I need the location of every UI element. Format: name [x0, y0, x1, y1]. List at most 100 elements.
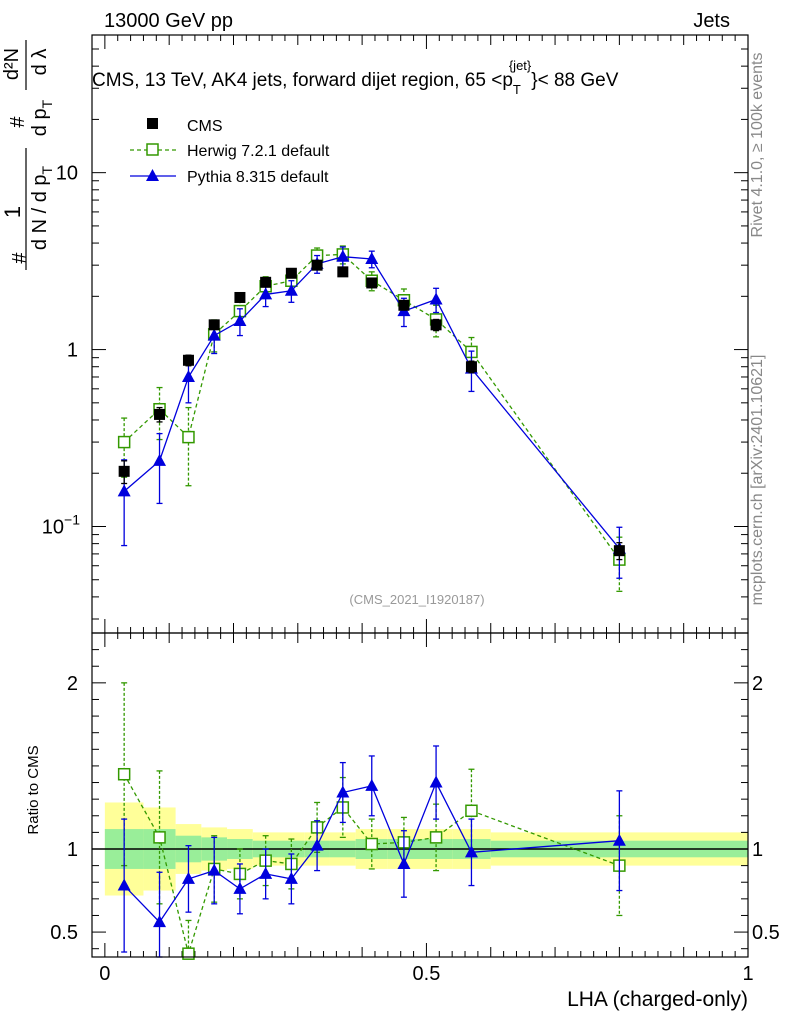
- cms-point: [465, 361, 477, 373]
- legend-marker-herwig: [146, 143, 159, 156]
- ratio-pythia-point: [310, 838, 324, 851]
- ratio-herwig-point: [429, 831, 443, 844]
- ratio-ylabel: Ratio to CMS: [25, 745, 42, 834]
- cms-point: [337, 266, 349, 278]
- header-right: Jets: [693, 10, 730, 32]
- ratio-herwig-point: [153, 831, 166, 844]
- ratio-pythia-point: [233, 881, 247, 894]
- cms-point: [118, 465, 130, 477]
- chart-title-prefix: CMS, 13 TeV, AK4 jets, forward dijet reg…: [92, 70, 513, 91]
- ratio-pythia-point: [181, 871, 195, 884]
- cms-point: [260, 276, 272, 288]
- ratio-xtick-label: 0: [99, 963, 110, 985]
- cms-point: [285, 267, 297, 279]
- pythia-point: [153, 453, 167, 466]
- pythia-point: [259, 287, 273, 300]
- ylabel-rden-sub: T: [39, 99, 55, 108]
- pythia-line: [123, 256, 620, 550]
- ylabel-rden: d pT: [29, 99, 55, 136]
- main-ytick-label-base: 10: [42, 516, 64, 538]
- ratio-pythia-point: [397, 856, 411, 869]
- ylabel-rnum: d²N: [1, 48, 23, 80]
- cms-point: [366, 277, 378, 289]
- cms-point: [234, 291, 246, 303]
- main-ylabel: # 1 d N / d pT # d²N d pT d λ: [0, 40, 55, 270]
- pythia-point: [233, 314, 247, 327]
- main-ytick-label: 10: [56, 163, 78, 185]
- herwig-line: [123, 253, 620, 560]
- ratio-pythia-point: [336, 785, 350, 798]
- main-ytick-label: 1: [67, 340, 78, 362]
- main-ytick-label: 10−1: [42, 511, 80, 538]
- ratio-herwig-point: [117, 767, 131, 781]
- main-ytick-label-exp: −1: [64, 511, 80, 527]
- ratio-ytick-label-right: 0.5: [752, 922, 780, 944]
- xlabel: LHA (charged-only): [567, 988, 748, 1011]
- legend-label-herwig: Herwig 7.2.1 default: [187, 143, 330, 160]
- cms-point: [398, 299, 410, 311]
- main-ytick-label-base: 10: [56, 163, 78, 185]
- herwig-point: [117, 435, 131, 449]
- legend: CMS Herwig 7.2.1 default Pythia 8.315 de…: [130, 118, 330, 186]
- ylabel-den-text: d N / d p: [29, 174, 51, 250]
- pythia-point: [207, 328, 221, 341]
- ylabel-den: d N / d pT: [29, 165, 55, 250]
- ratio-herwig-point: [182, 947, 195, 960]
- ratio-pythia-point: [464, 845, 478, 858]
- pythia-point: [284, 283, 298, 296]
- legend-label-cms: CMS: [187, 118, 223, 135]
- cms-point: [613, 545, 625, 557]
- ratio-ytick-label: 1: [67, 839, 78, 861]
- legend-marker-cms: [147, 118, 158, 129]
- ylabel-rden-text: d p: [29, 108, 51, 136]
- main-ytick-label-base: 1: [67, 340, 78, 362]
- ratio-frame: [91, 632, 749, 958]
- chart-title-sup: {jet}: [509, 58, 532, 73]
- ratio-pythia-point: [259, 866, 273, 879]
- pythia-point: [365, 252, 379, 265]
- ratio-ytick-label: 2: [67, 673, 78, 695]
- ratio-pythia-point: [429, 775, 443, 788]
- ylabel-hash-2: #: [7, 116, 29, 128]
- mcplots-label: mcplots.cern.ch [arXiv:2401.10621]: [749, 355, 766, 606]
- cms-point: [430, 319, 442, 331]
- ratio-plot-area: 0.5 0.5 1 1 2 2 0 0.5 1: [50, 632, 780, 985]
- herwig-point: [182, 430, 195, 444]
- pythia-point: [117, 484, 131, 497]
- cms-point: [154, 408, 166, 420]
- ratio-xtick-label: 0.5: [413, 963, 441, 985]
- ratio-xtick-label: 1: [742, 963, 753, 985]
- pythia-point: [336, 249, 350, 262]
- ratio-pythia-point: [207, 863, 221, 876]
- cms-point: [311, 259, 323, 271]
- ratio-pythia-point: [365, 778, 379, 791]
- ratio-herwig-point: [365, 837, 379, 851]
- chart-title-sub: T: [513, 82, 521, 97]
- rivet-label: Rivet 4.1.0, ≥ 100k events: [749, 53, 766, 238]
- chart-title: CMS, 13 TeV, AK4 jets, forward dijet reg…: [92, 58, 619, 97]
- ratio-pythia-point: [117, 878, 131, 891]
- ratio-pythia-point: [153, 915, 167, 928]
- ratio-herwig-line: [123, 773, 620, 957]
- ylabel-hash-1: #: [9, 252, 31, 264]
- cms-point: [208, 319, 220, 331]
- chart-title-suffix: }< 88 GeV: [531, 70, 618, 91]
- pythia-point: [429, 292, 443, 305]
- ratio-ytick-label-right: 1: [752, 839, 763, 861]
- legend-label-pythia: Pythia 8.315 default: [187, 169, 329, 186]
- ratio-herwig-point: [465, 804, 478, 818]
- ratio-pythia-point: [612, 833, 626, 846]
- ylabel-dl: d λ: [29, 49, 51, 76]
- ylabel-one: 1: [0, 206, 25, 218]
- legend-marker-pythia: [146, 169, 159, 181]
- ratio-pythia-point: [284, 871, 298, 884]
- analysis-watermark: (CMS_2021_I1920187): [349, 592, 484, 607]
- header-left: 13000 GeV pp: [104, 10, 233, 32]
- pythia-point: [181, 369, 195, 382]
- ylabel-den-sub: T: [39, 165, 55, 174]
- cms-point: [182, 354, 194, 366]
- ratio-ytick-label: 0.5: [50, 922, 78, 944]
- ratio-ytick-label-right: 2: [752, 673, 763, 695]
